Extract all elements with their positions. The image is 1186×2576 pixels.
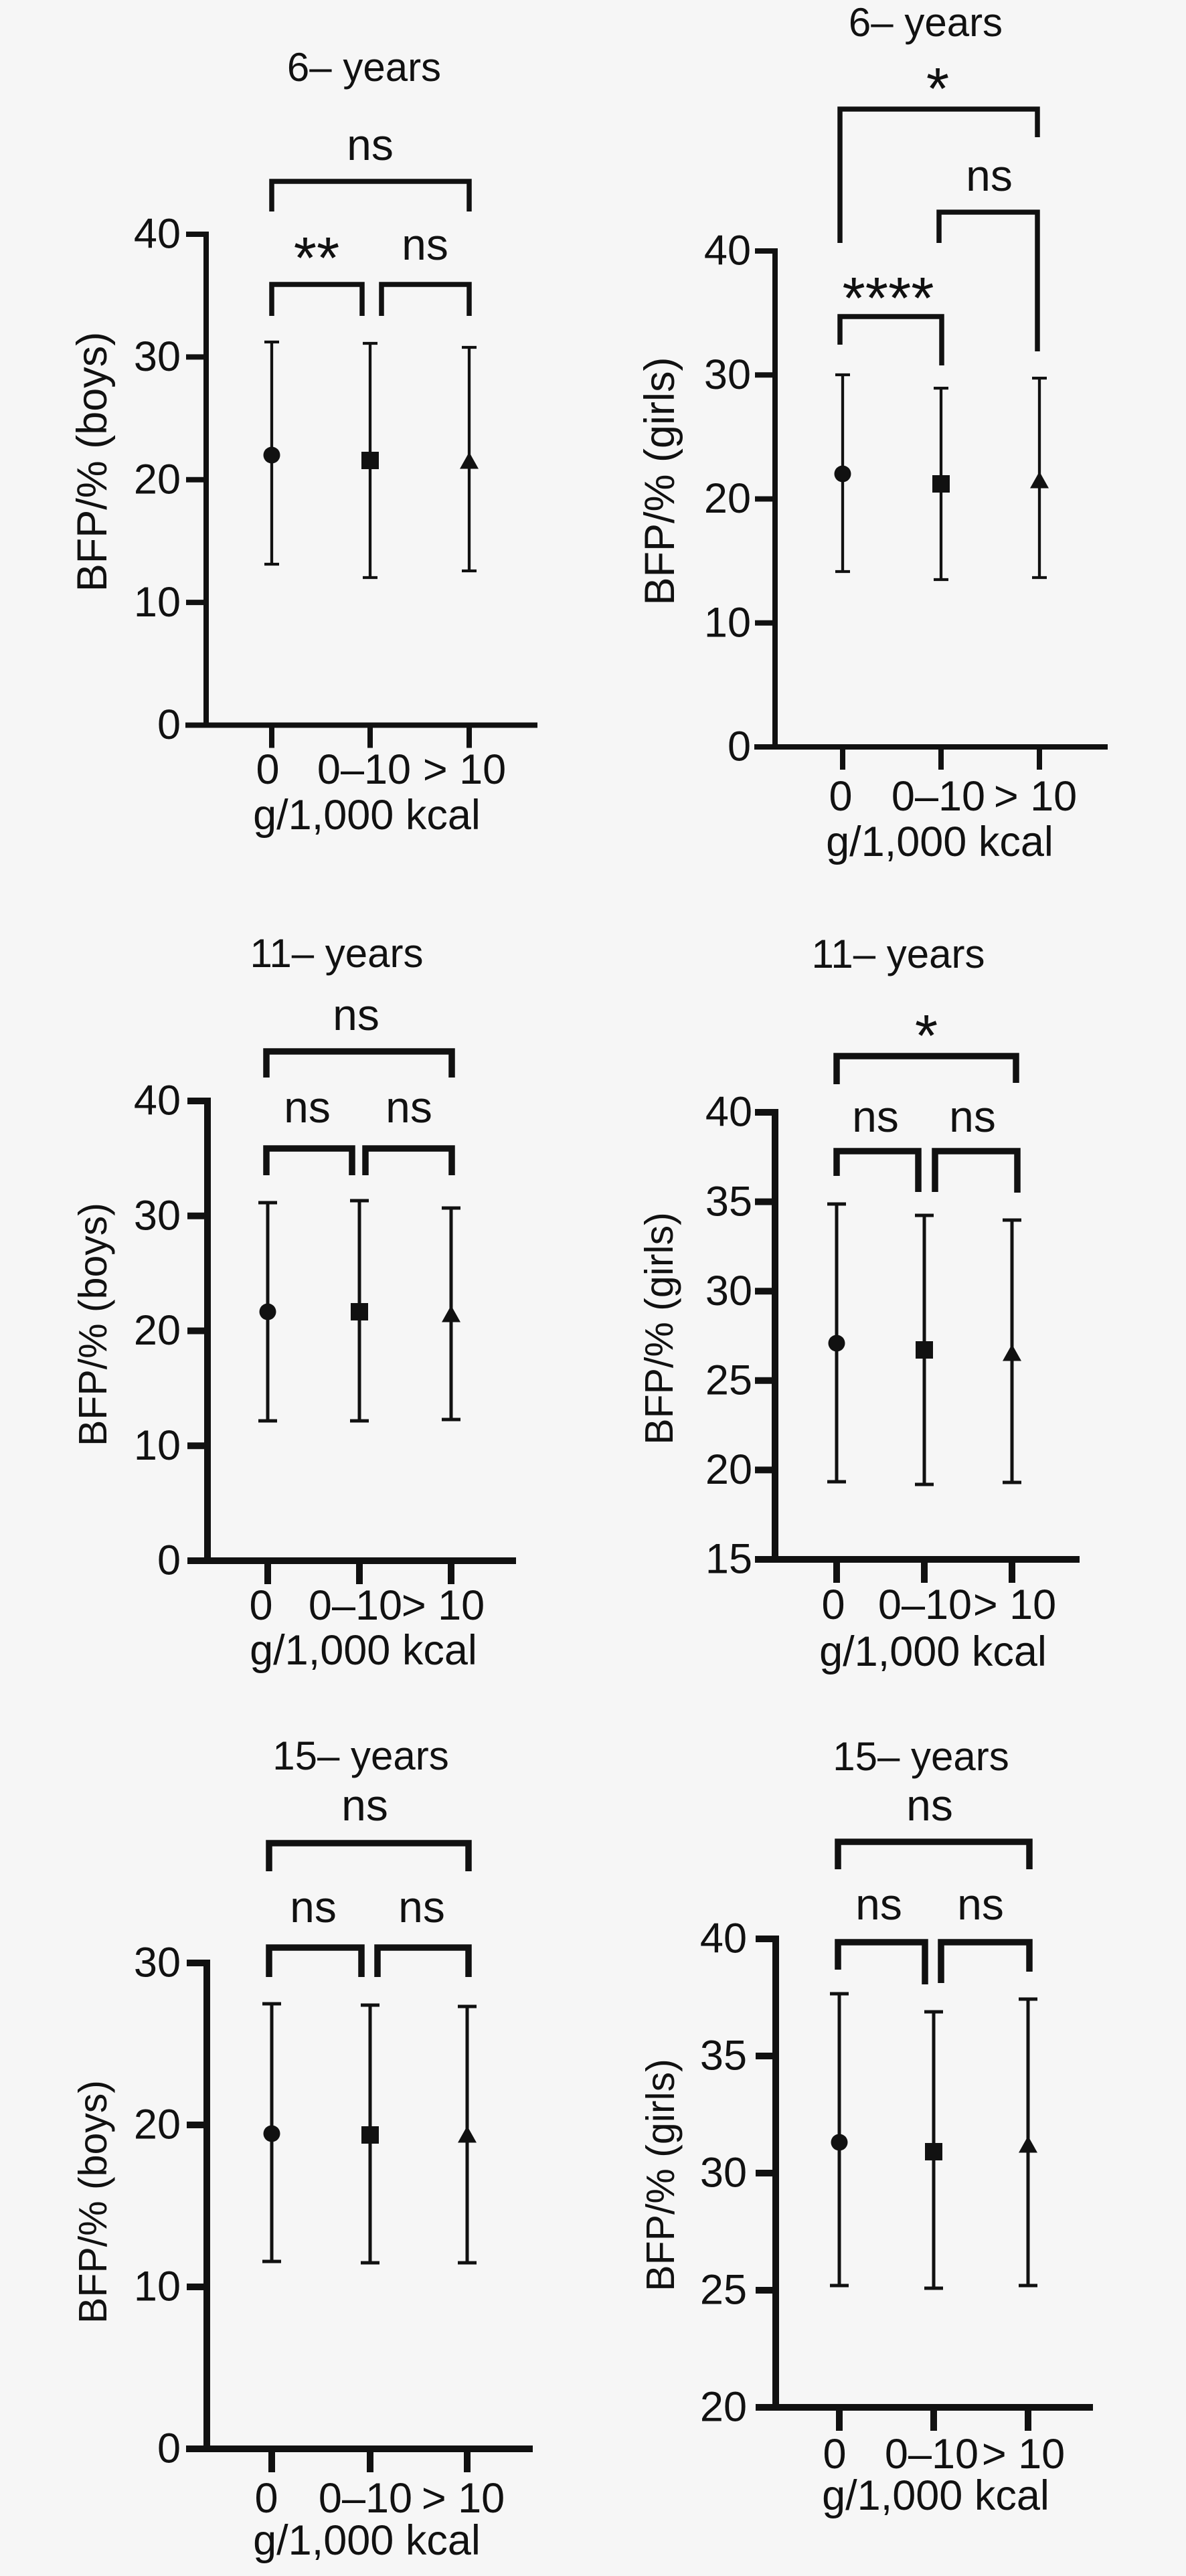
svg-text:10: 10 — [134, 579, 181, 626]
svg-text:20: 20 — [705, 1446, 752, 1493]
svg-text:ns: ns — [347, 120, 394, 169]
svg-text:30: 30 — [704, 351, 751, 398]
svg-text:ns: ns — [402, 220, 448, 269]
svg-text:0: 0 — [249, 1582, 272, 1629]
svg-text:30: 30 — [700, 2150, 747, 2197]
svg-text:0–10: 0–10 — [317, 746, 411, 793]
svg-text:> 10: > 10 — [982, 2431, 1065, 2478]
svg-text:****: **** — [843, 264, 934, 331]
svg-text:40: 40 — [134, 211, 181, 258]
svg-text:g/1,000 kcal: g/1,000 kcal — [250, 1627, 477, 1674]
svg-text:BFP/% (girls): BFP/% (girls) — [639, 2059, 683, 2291]
svg-text:BFP/% (boys): BFP/% (boys) — [71, 2080, 115, 2324]
svg-text:20: 20 — [700, 2384, 747, 2431]
svg-text:0: 0 — [157, 701, 181, 748]
svg-text:11– years: 11– years — [811, 932, 985, 976]
svg-text:0: 0 — [157, 2425, 181, 2472]
svg-text:0: 0 — [254, 2475, 278, 2522]
svg-text:> 10: > 10 — [422, 2475, 505, 2522]
svg-text:40: 40 — [705, 1089, 752, 1136]
svg-text:ns: ns — [386, 1082, 432, 1132]
svg-text:20: 20 — [134, 456, 181, 503]
svg-text:20: 20 — [704, 475, 751, 522]
svg-text:20: 20 — [134, 1307, 181, 1354]
svg-text:ns: ns — [957, 1879, 1004, 1929]
svg-text:10: 10 — [134, 2263, 181, 2310]
svg-text:0–10: 0–10 — [878, 1581, 972, 1628]
svg-text:6– years: 6– years — [287, 45, 441, 90]
svg-text:10: 10 — [134, 1422, 181, 1469]
svg-text:6– years: 6– years — [849, 0, 1003, 45]
svg-text:11– years: 11– years — [250, 931, 423, 976]
svg-text:ns: ns — [906, 1780, 953, 1830]
svg-text:> 10: > 10 — [402, 1582, 485, 1629]
svg-text:15– years: 15– years — [272, 1733, 449, 1778]
svg-text:0–10: 0–10 — [319, 2475, 412, 2522]
svg-text:10: 10 — [704, 599, 751, 646]
svg-text:g/1,000 kcal: g/1,000 kcal — [826, 819, 1053, 865]
svg-text:ns: ns — [333, 990, 379, 1039]
svg-text:0: 0 — [823, 2431, 846, 2478]
svg-text:30: 30 — [705, 1268, 752, 1314]
svg-text:25: 25 — [705, 1357, 752, 1403]
svg-text:0: 0 — [256, 746, 279, 793]
svg-text:BFP/% (boys): BFP/% (boys) — [69, 332, 116, 592]
svg-text:*: * — [926, 55, 949, 121]
svg-text:40: 40 — [134, 1078, 181, 1124]
svg-text:0: 0 — [829, 773, 852, 820]
svg-text:ns: ns — [398, 1882, 445, 1931]
svg-text:g/1,000 kcal: g/1,000 kcal — [819, 1628, 1047, 1675]
svg-text:> 10: > 10 — [973, 1581, 1056, 1628]
svg-text:40: 40 — [700, 1915, 747, 1962]
svg-text:BFP/% (girls): BFP/% (girls) — [637, 357, 683, 605]
svg-text:0–10: 0–10 — [892, 773, 985, 820]
svg-text:> 10: > 10 — [994, 773, 1077, 820]
svg-text:0–10: 0–10 — [309, 1582, 402, 1629]
svg-text:15– years: 15– years — [833, 1734, 1009, 1779]
svg-text:ns: ns — [966, 151, 1013, 200]
svg-text:g/1,000 kcal: g/1,000 kcal — [253, 792, 481, 839]
svg-text:ns: ns — [855, 1879, 902, 1929]
svg-text:0: 0 — [157, 1537, 181, 1584]
svg-text:ns: ns — [290, 1882, 337, 1931]
svg-text:> 10: > 10 — [423, 746, 506, 793]
svg-text:35: 35 — [700, 2033, 747, 2079]
svg-text:*: * — [915, 1002, 938, 1068]
svg-text:BFP/% (girls): BFP/% (girls) — [637, 1212, 681, 1444]
svg-text:g/1,000 kcal: g/1,000 kcal — [253, 2517, 481, 2564]
svg-text:BFP/% (boys): BFP/% (boys) — [71, 1203, 115, 1446]
svg-text:0–10: 0–10 — [885, 2431, 979, 2478]
svg-text:0: 0 — [728, 723, 751, 770]
svg-text:g/1,000 kcal: g/1,000 kcal — [822, 2472, 1049, 2519]
svg-text:ns: ns — [341, 1780, 388, 1830]
svg-text:ns: ns — [852, 1092, 899, 1141]
svg-text:**: ** — [294, 224, 340, 290]
svg-text:25: 25 — [700, 2267, 747, 2314]
svg-text:30: 30 — [134, 333, 181, 380]
svg-text:40: 40 — [704, 228, 751, 274]
svg-text:0: 0 — [821, 1581, 845, 1628]
svg-text:ns: ns — [949, 1092, 996, 1141]
svg-text:30: 30 — [134, 1192, 181, 1239]
svg-text:20: 20 — [134, 2101, 181, 2148]
svg-text:ns: ns — [284, 1082, 331, 1132]
svg-text:30: 30 — [134, 1940, 181, 1986]
svg-text:15: 15 — [705, 1536, 752, 1583]
svg-text:35: 35 — [705, 1178, 752, 1225]
